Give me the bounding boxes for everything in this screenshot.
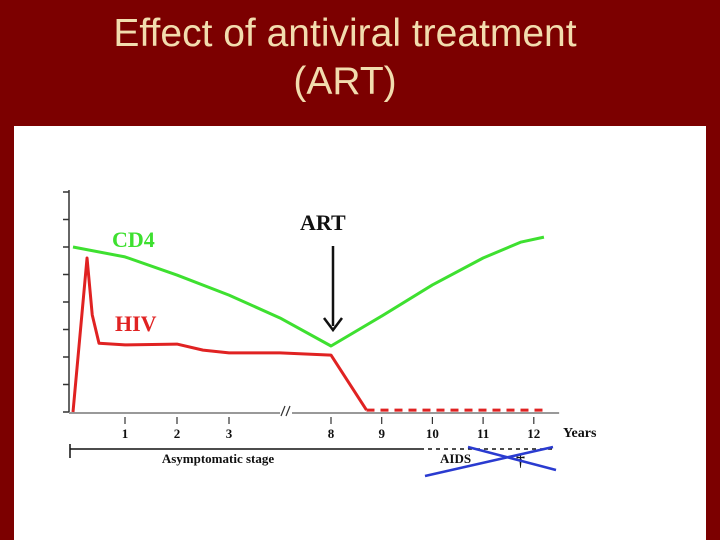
series-line bbox=[71, 256, 368, 413]
chart-panel bbox=[14, 126, 706, 540]
axis-break bbox=[280, 405, 291, 417]
x-tick-label: 1 bbox=[122, 426, 129, 441]
x-tick-label: 2 bbox=[174, 426, 181, 441]
x-tick-label: 9 bbox=[378, 426, 385, 441]
x-tick-label: 8 bbox=[328, 426, 335, 441]
x-tick-label: 11 bbox=[477, 426, 489, 441]
cross-out bbox=[424, 445, 554, 478]
x-tick-label: 10 bbox=[426, 426, 439, 441]
cross-out bbox=[467, 445, 557, 472]
annotation: Asymptomatic stage bbox=[162, 451, 275, 466]
x-axis-label: Years bbox=[563, 426, 597, 441]
slide-title: Effect of antiviral treatment (ART) bbox=[113, 12, 577, 103]
annotation: ART bbox=[300, 210, 346, 235]
x-tick-label: 12 bbox=[527, 426, 540, 441]
annotation: AIDS bbox=[440, 451, 471, 466]
x-tick-label: 3 bbox=[226, 426, 233, 441]
arrow-head bbox=[323, 317, 343, 333]
series-line bbox=[72, 235, 545, 348]
legend-label: CD4 bbox=[112, 227, 155, 252]
legend-label: HIV bbox=[115, 311, 157, 336]
